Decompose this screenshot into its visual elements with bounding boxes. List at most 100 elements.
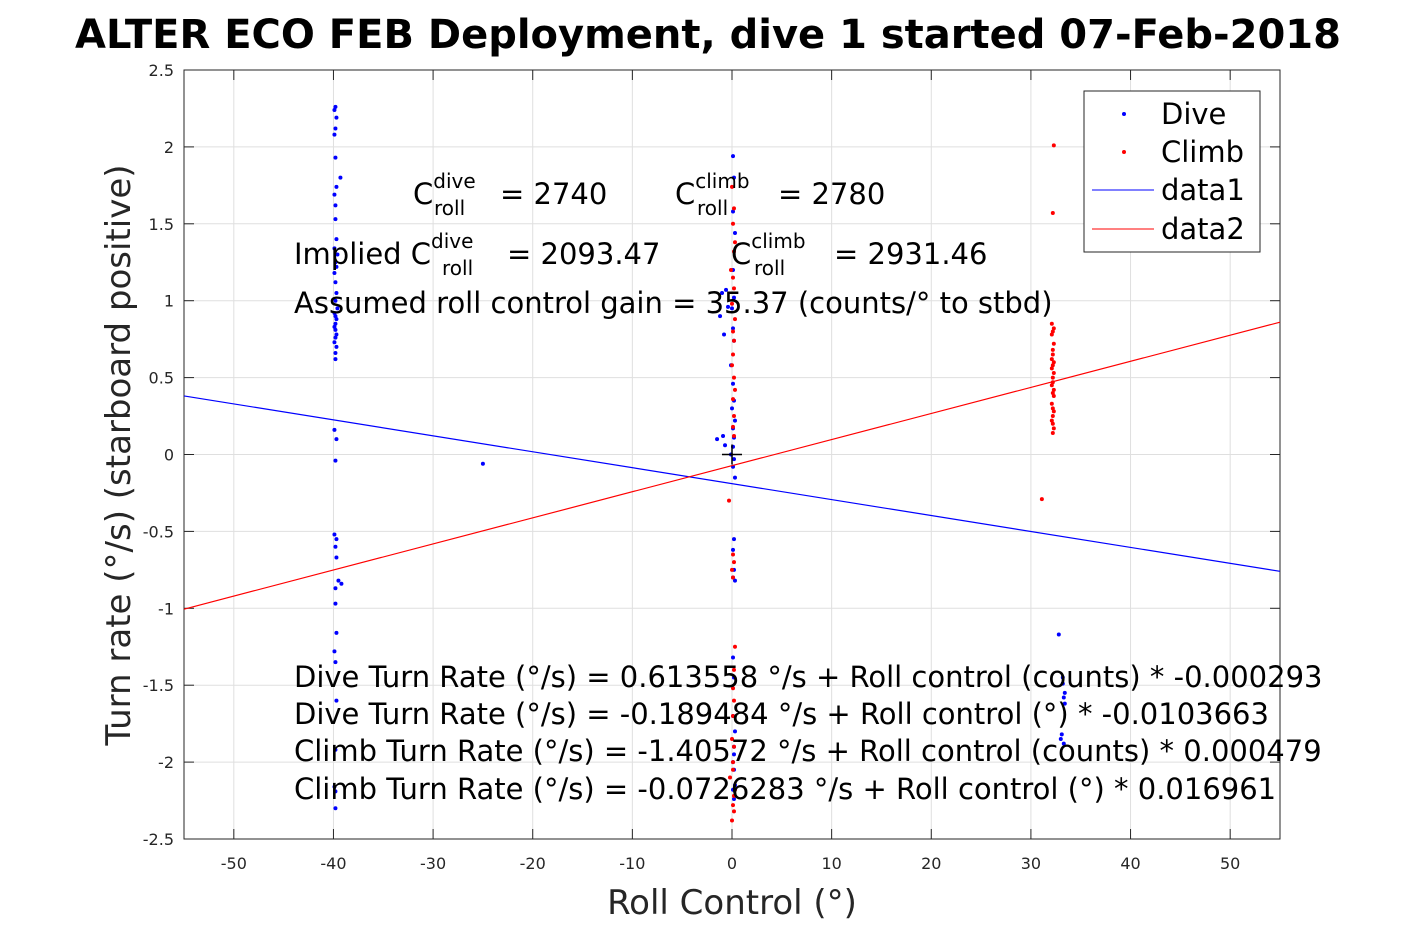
climb-point [1050,375,1055,380]
dive-point [333,660,338,665]
implied-climb-annotation: Cclimb roll = 2931.46 [731,229,987,280]
climb-point [731,744,736,749]
climb-point [731,793,736,798]
dive-point [720,291,725,296]
dive-point [332,107,337,112]
climb-point [732,787,737,792]
y-tick-label: 2.5 [149,61,174,80]
series-climb [727,143,1056,823]
dive-point [336,578,341,583]
climb-point [730,767,735,772]
climb-point [730,686,735,691]
implied-dive-sup: dive [431,229,473,253]
climb-point [1051,409,1056,414]
climb-point [731,375,736,380]
implied-climb-sup: climb [751,229,805,253]
c-climb-annotation: Cclimb roll = 2780 [675,169,885,220]
dive-point [333,217,338,222]
dive-point [333,298,338,303]
dive-point [723,443,728,448]
x-tick-label: 30 [1021,854,1041,873]
fit-line-data2 [183,321,1281,610]
x-tick-label: -20 [520,854,546,873]
climb-point [1050,352,1055,357]
dive-point [730,381,735,386]
dive-point [732,475,737,480]
climb-point [1039,497,1044,502]
dive-point [334,344,339,349]
series-dive [332,104,1067,811]
dive-point [1058,737,1063,742]
dive-point [338,175,343,180]
climb-point [1051,426,1056,431]
legend-data1-label: data1 [1161,173,1245,207]
dive-point [730,655,735,660]
y-tick-label: -2.5 [143,830,174,849]
dive-point [730,209,735,214]
series-data2 [183,321,1281,610]
climb-point [1051,370,1056,375]
climb-point [731,434,736,439]
y-tick-label: 0.5 [149,369,174,388]
legend: Dive Climb data1 data2 [1083,90,1261,253]
dive-point [732,578,737,583]
climb-point [730,760,735,765]
c-dive-prefix: C [413,177,433,211]
climb-point [731,414,736,419]
equation-dive-degrees: Dive Turn Rate (°/s) = -0.189484 °/s + R… [294,697,1269,731]
dive-point [332,324,337,329]
dive-point [731,797,736,802]
climb-point [1049,366,1054,371]
dive-point [1056,632,1061,637]
x-axis-label: Roll Control (°) [607,883,857,923]
climb-point [730,301,734,306]
dive-point [715,437,720,442]
climb-point [1050,421,1055,426]
dive-point [332,246,337,251]
dive-point [333,314,338,319]
dive-point [1062,701,1067,706]
climb-point [1050,390,1055,395]
dive-point [333,350,338,355]
climb-point [731,560,736,565]
climb-point [1051,360,1056,365]
climb-point [1050,414,1055,419]
x-tick-label: 20 [921,854,941,873]
dive-point [334,630,339,635]
dive-point [730,306,734,311]
climb-point [1049,332,1054,337]
dive-point [333,335,338,340]
dive-point [334,537,339,542]
climb-point [1050,211,1055,216]
dive-point [721,434,726,439]
y-axis: -2.5 -2 -1.5 -1 -0.5 0 0.5 1 1.5 2 2.5 [143,61,1280,849]
climb-point [731,206,736,211]
dive-point [334,332,339,337]
climb-point [730,352,735,357]
c-dive-value: = 2740 [500,177,607,211]
dive-point [334,317,339,322]
implied-dive-prefix: Implied C [294,237,431,271]
dive-point [335,306,340,311]
climb-point [1050,430,1055,435]
dive-point [1060,675,1065,680]
dive-point [332,532,337,537]
climb-point [730,329,735,334]
dive-point [332,271,337,276]
dive-point [718,314,723,319]
y-tick-label: 0 [164,446,174,465]
dive-point [333,321,338,326]
climb-point [1049,357,1054,362]
dive-point [334,698,339,703]
origin-marker [722,444,742,465]
dive-point [1060,681,1065,686]
dive-point [332,649,337,654]
dive-point [732,231,737,236]
dive-point [333,747,338,752]
climb-point [732,240,737,245]
dive-point [333,155,338,160]
climb-point [1050,329,1055,334]
x-tick-label: 10 [821,854,841,873]
dive-point [332,340,337,345]
equation-dive-counts: Dive Turn Rate (°/s) = 0.613558 °/s + Ro… [294,660,1322,694]
